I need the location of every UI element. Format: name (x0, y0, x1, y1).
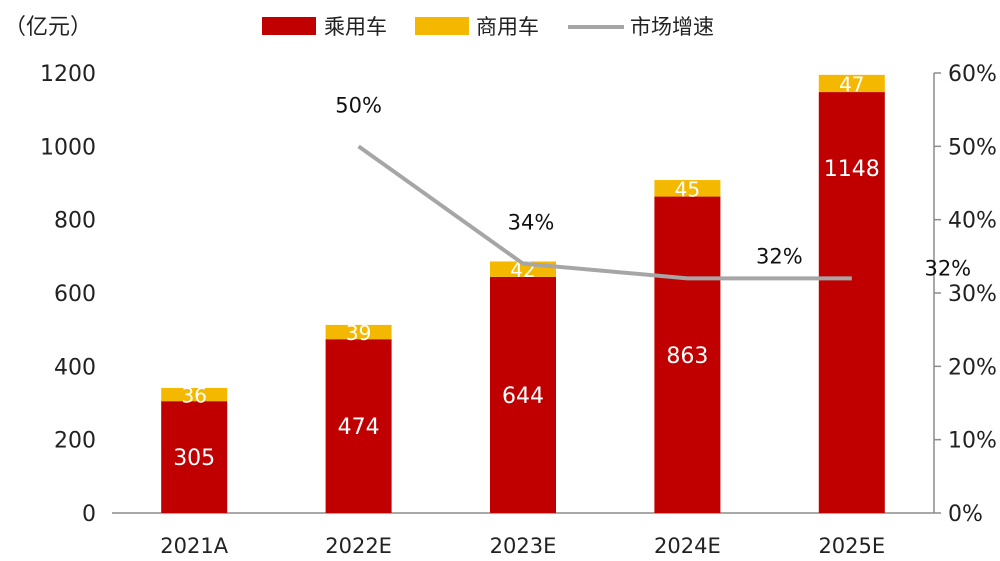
bar-passenger (325, 339, 392, 513)
growth-line (357, 144, 852, 281)
legend-swatch-passenger (262, 17, 316, 35)
bar-passenger-value-label: 644 (502, 384, 544, 409)
unit-label: （亿元） (4, 15, 92, 40)
growth-value-label: 32% (924, 256, 971, 280)
growth-value-label: 50% (335, 93, 382, 117)
bar-commercial-value-label: 45 (675, 177, 700, 201)
x-tick-label: 2022E (325, 534, 392, 558)
legend: 乘用车 商用车 市场增速 (262, 15, 714, 39)
y-left-tick-label: 0 (82, 502, 96, 527)
y-axis-left: 0 200 400 600 800 1000 1200 (40, 62, 96, 527)
bar-commercial-value-label: 36 (181, 384, 206, 408)
bar-passenger (490, 276, 556, 513)
y-right-tick-label: 0% (948, 502, 983, 527)
bar-passenger (654, 196, 721, 514)
bar-commercial (161, 387, 228, 402)
x-tick-label: 2025E (818, 534, 885, 558)
y-right-tick-label: 40% (948, 209, 997, 234)
legend-label-commercial: 商用车 (476, 15, 539, 39)
y-left-tick-label: 1000 (40, 135, 96, 160)
bar-passenger-value-label: 1148 (824, 157, 880, 182)
y-left-tick-label: 800 (54, 209, 96, 234)
legend-swatch-commercial (415, 17, 469, 35)
y-right-tick-label: 20% (948, 355, 997, 380)
bar-passenger-value-label: 305 (173, 446, 215, 471)
legend-label-passenger: 乘用车 (324, 15, 387, 39)
bar-commercial (325, 324, 392, 340)
y-right-tick-label: 10% (948, 429, 997, 454)
y-axis-right: 0% 10% 20% 30% 40% 50% 60% (934, 62, 997, 527)
x-tick-label: 2023E (490, 534, 557, 558)
x-tick-label: 2024E (654, 534, 721, 558)
y-left-tick-label: 400 (54, 355, 96, 380)
growth-line-layer: 50% 34% 32% 32% (335, 93, 971, 281)
growth-value-label: 34% (508, 211, 555, 235)
bar-commercial-value-label: 39 (346, 321, 371, 345)
bar-passenger (161, 401, 228, 513)
bar-passenger-value-label: 863 (666, 344, 708, 369)
bar-commercial-value-label: 47 (839, 72, 864, 96)
legend-label-growth: 市场增速 (630, 15, 714, 39)
y-right-tick-label: 50% (948, 135, 997, 160)
y-left-tick-label: 600 (54, 282, 96, 307)
x-axis: 2021A 2022E 2023E 2024E 2025E (160, 534, 885, 558)
x-tick-label: 2021A (160, 534, 228, 558)
bar-commercial (818, 74, 885, 93)
bar-commercial (654, 180, 721, 197)
y-right-tick-label: 30% (948, 282, 997, 307)
bar-passenger (818, 92, 885, 514)
growth-value-label: 32% (756, 244, 803, 268)
y-left-tick-label: 200 (54, 429, 96, 454)
y-left-tick-label: 1200 (40, 62, 96, 87)
y-right-tick-label: 60% (948, 62, 997, 87)
bar-passenger-value-label: 474 (338, 415, 380, 440)
